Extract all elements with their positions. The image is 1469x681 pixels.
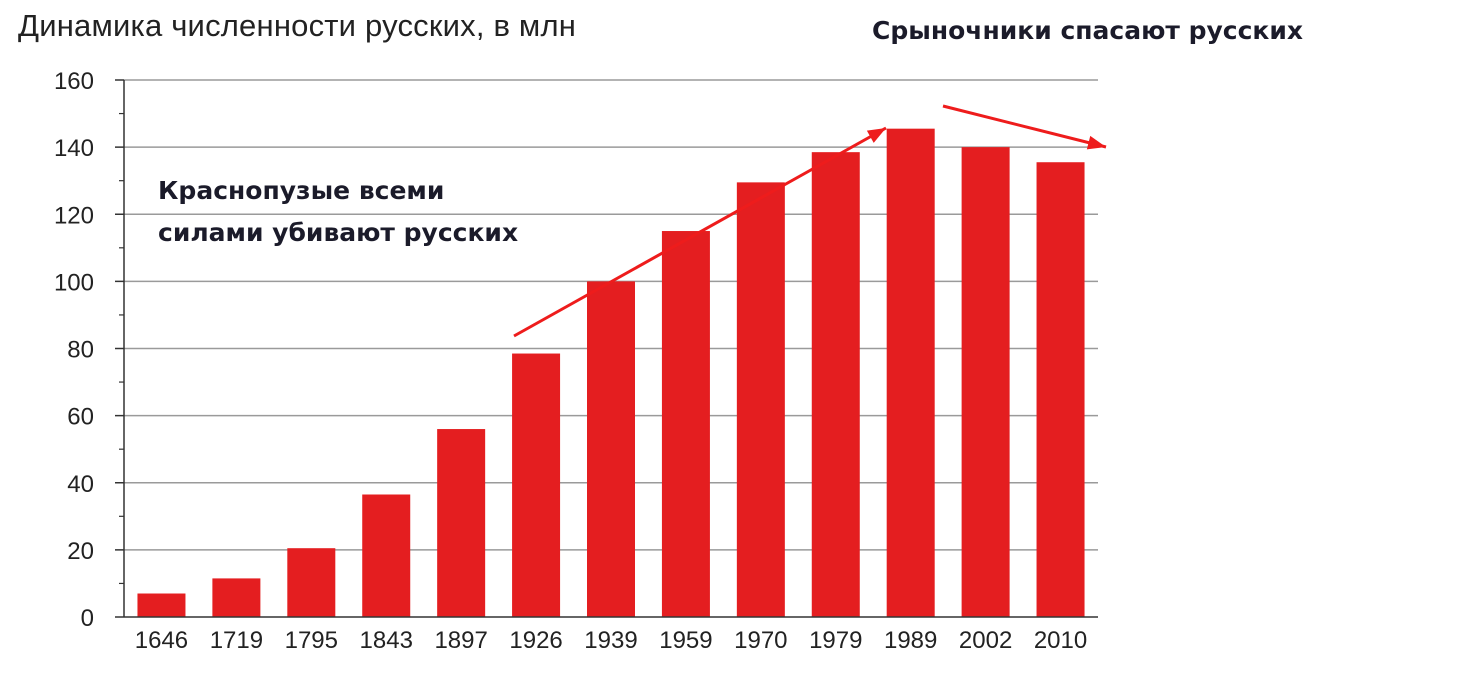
bar-1970: [736, 182, 785, 617]
x-tick-label: 1646: [135, 627, 188, 654]
bar-1795: [287, 548, 336, 617]
y-tick-label: 40: [67, 471, 94, 498]
annotation-left: Краснопузые всеми силами убивают русских: [158, 170, 518, 254]
x-tick-label: 2010: [1034, 627, 1087, 654]
y-tick-label: 120: [54, 202, 94, 229]
y-tick-label: 160: [54, 68, 94, 95]
chart-title: Динамика численности русских, в млн: [18, 8, 577, 43]
annotation-left-line1: Краснопузые всеми: [158, 176, 445, 205]
x-tick-label: 1939: [584, 627, 637, 654]
bar-1646: [137, 593, 186, 617]
bar-2010: [1036, 162, 1085, 617]
y-tick-label: 140: [54, 135, 94, 162]
bar-1897: [437, 429, 486, 617]
annotation-top-right: Срыночники спасают русских: [872, 16, 1304, 45]
arrow-rising-trend: [513, 126, 887, 338]
y-tick-label: 80: [67, 337, 94, 364]
x-tick-label: 1897: [434, 627, 487, 654]
bar-1989: [886, 128, 935, 617]
y-axis: 0 20 40 60 80 100 120 140 160: [54, 68, 1098, 632]
bars: [137, 128, 1085, 618]
bar-1926: [512, 353, 561, 617]
x-tick-label: 1959: [659, 627, 712, 654]
annotation-left-line2: силами убивают русских: [158, 218, 519, 247]
x-tick-label: 1843: [360, 627, 413, 654]
x-tick-label: 1795: [285, 627, 338, 654]
x-tick-label: 1970: [734, 627, 787, 654]
bar-1939: [587, 281, 635, 617]
y-tick-label: 60: [67, 404, 94, 431]
x-tick-label: 1719: [210, 627, 263, 654]
bar-1959: [661, 231, 710, 617]
y-tick-label: 20: [67, 538, 94, 565]
bar-1719: [212, 578, 261, 617]
x-tick-label: 1926: [509, 627, 562, 654]
bar-2002: [961, 147, 1010, 617]
y-tick-label: 0: [81, 605, 94, 632]
x-tick-label: 2002: [959, 627, 1012, 654]
y-tick-label: 100: [54, 269, 94, 296]
x-tick-label: 1989: [884, 627, 937, 654]
trend-arrows: [513, 104, 1107, 338]
x-axis-labels: 1646 1719 1795 1843 1897 1926 1939 1959 1970 1979…: [135, 627, 1087, 654]
bar-1843: [362, 494, 411, 617]
bar-1979: [811, 152, 860, 618]
arrow-falling-trend: [942, 104, 1107, 150]
x-tick-label: 1979: [809, 627, 862, 654]
